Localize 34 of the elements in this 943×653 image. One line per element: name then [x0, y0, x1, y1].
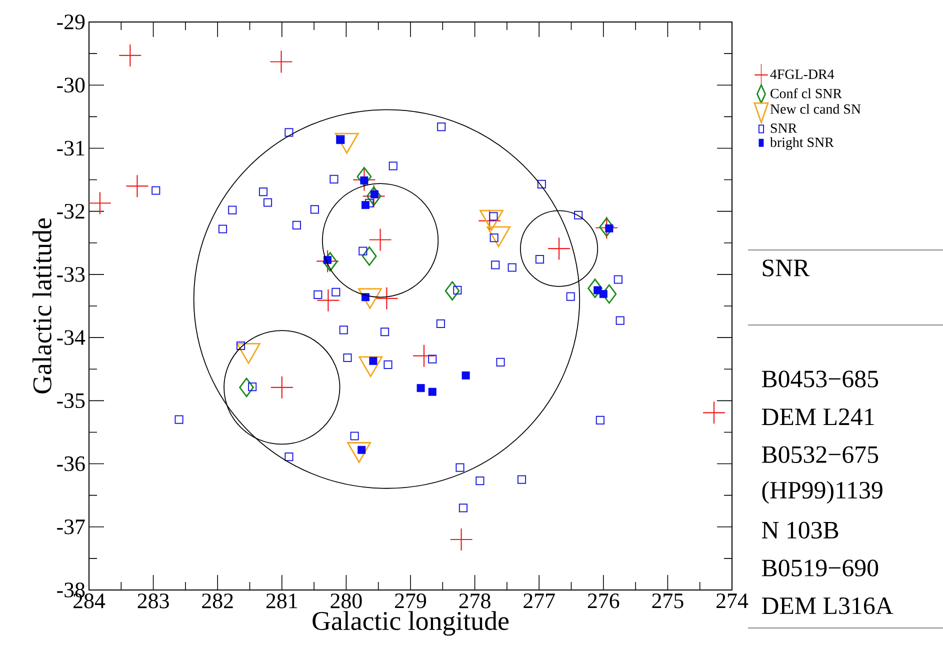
text: DEM L241 [762, 408, 874, 426]
legend-label: 4FGL-DR4 [770, 70, 834, 79]
y-tick-label: -29 [57, 14, 85, 30]
text: N 103B [762, 522, 838, 539]
text: B0453−685 [762, 370, 878, 388]
x-axis-title: Galactic longitude [312, 611, 509, 636]
x-tick-label: 283 [138, 594, 169, 608]
x-tick-label: 275 [652, 594, 684, 608]
text: B0519−690 [762, 560, 878, 576]
y-tick-label: -33 [57, 267, 85, 282]
y-tick-label: -37 [57, 520, 85, 534]
text: DEM L316A [762, 597, 894, 614]
legend-label: New cl cand SN [770, 104, 861, 114]
y-tick-label: -32 [57, 204, 84, 219]
legend-label: SNR [770, 124, 798, 133]
y-tick-label: -36 [57, 456, 85, 472]
y-tick-label: -35 [57, 393, 85, 408]
y-axis-title: Galactic latitude [32, 218, 52, 394]
text: B0532−675 [762, 446, 878, 464]
x-tick-label: 281 [266, 594, 298, 608]
y-tick-label: -30 [57, 78, 85, 93]
x-tick-label: 282 [202, 594, 233, 608]
x-tick-label: 277 [524, 594, 555, 608]
x-tick-label: 276 [588, 594, 620, 608]
y-tick-label: -31 [57, 140, 84, 156]
text: (HP99)1139 [762, 481, 882, 504]
y-tick-label: -34 [57, 330, 86, 345]
x-tick-label: 280 [330, 594, 362, 608]
x-tick-label: 278 [459, 594, 490, 608]
legend-label: bright SNR [770, 137, 834, 150]
legend-label: Conf cl SNR [770, 88, 842, 98]
text: SNR [762, 260, 810, 276]
x-tick-label: 274 [716, 594, 748, 608]
x-tick-label: 279 [395, 594, 426, 608]
